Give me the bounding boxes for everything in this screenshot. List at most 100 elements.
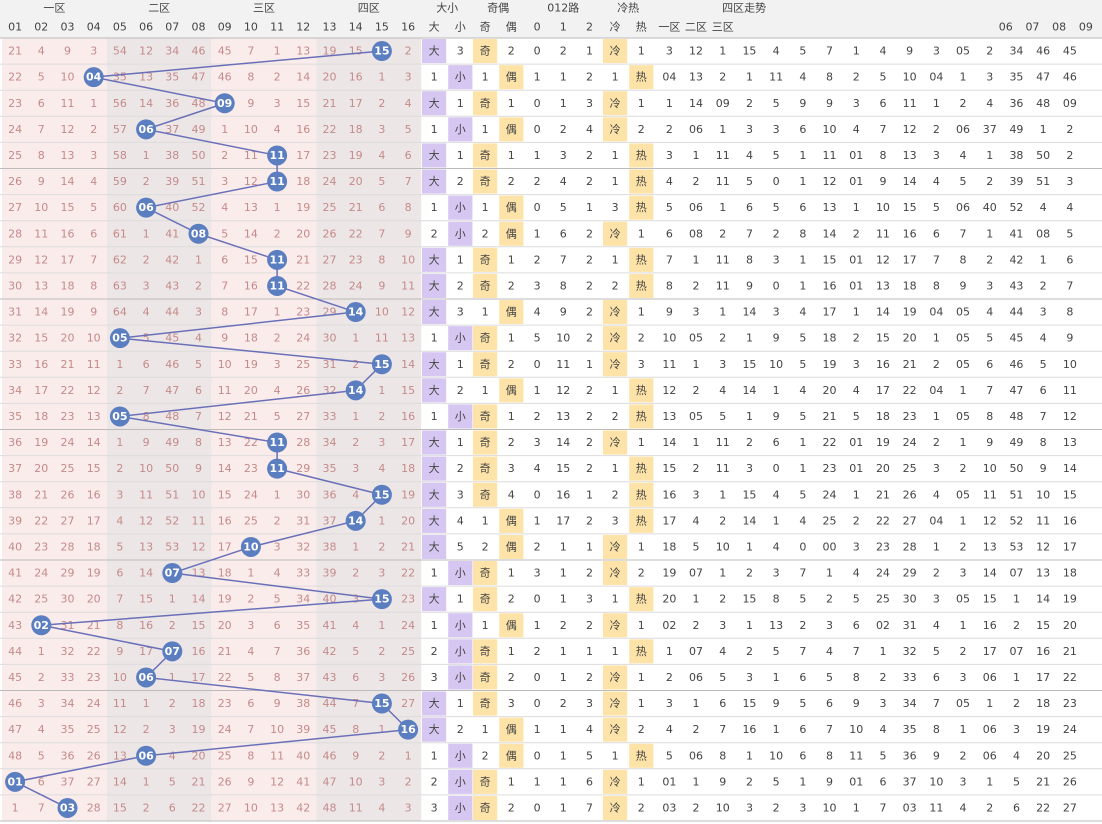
miss-cell: 22 (296, 279, 310, 292)
trend-cell: 6 (933, 227, 940, 240)
oddeven-cell: 奇 (480, 436, 491, 449)
bigsmall-cell: 1 (457, 593, 464, 606)
bigsmall-cell: 1 (457, 253, 464, 266)
trend-cell: 4 (1066, 201, 1073, 214)
trend-cell: 01 (849, 462, 863, 475)
trend-cell: 37 (903, 775, 917, 788)
miss-cell: 12 (270, 775, 284, 788)
miss-cell: 2 (195, 279, 202, 292)
number-header: 11 (270, 21, 284, 34)
trend-cell: 6 (746, 201, 753, 214)
miss-cell: 45 (323, 723, 337, 736)
trend-cell: 21 (903, 358, 917, 371)
miss-cell: 13 (87, 410, 101, 423)
oddeven-cell: 2 (482, 540, 489, 553)
miss-cell: 35 (323, 462, 337, 475)
trend-cell: 2 (693, 175, 700, 188)
trend-cell: 4 (826, 645, 833, 658)
trend-cell: 08 (1036, 227, 1050, 240)
coldhot-cell: 3 (612, 514, 619, 527)
trend-cell: 3 (746, 462, 753, 475)
road-cell: 10 (556, 332, 570, 345)
trend-cell: 18 (1036, 697, 1050, 710)
bigsmall-cell: 大 (429, 148, 440, 162)
trend-cell: 19 (1036, 723, 1050, 736)
drawn-number-label: 15 (374, 488, 389, 501)
miss-cell: 20 (401, 514, 415, 527)
miss-cell: 24 (244, 488, 258, 501)
trend-cell: 5 (986, 332, 993, 345)
miss-cell: 17 (61, 253, 75, 266)
coldhot-tag-bg (603, 769, 628, 794)
miss-cell: 20 (244, 384, 258, 397)
trend-cell: 10 (983, 462, 997, 475)
bigsmall-cell: 5 (457, 540, 464, 553)
drawn-number-ball (83, 67, 104, 88)
trend-cell: 05 (956, 306, 970, 319)
road-cell: 1 (560, 593, 567, 606)
oddeven-tag-bg (473, 691, 498, 716)
trend-cell: 11 (716, 462, 730, 475)
trend-cell: 1 (853, 488, 860, 501)
bigsmall-tag-bg (448, 795, 473, 820)
miss-cell: 8 (247, 71, 254, 84)
road-cell: 0 (534, 123, 541, 136)
miss-cell: 30 (61, 593, 75, 606)
trend-cell: 02 (876, 619, 890, 632)
trend-cell: 3 (666, 149, 673, 162)
miss-cell: 11 (349, 801, 363, 814)
trend-cell: 7 (746, 227, 753, 240)
miss-cell: 7 (274, 645, 281, 658)
trend-cell: 05 (689, 410, 703, 423)
trend-cell: 06 (689, 671, 703, 684)
bigsmall-cell: 小 (455, 71, 466, 84)
miss-cell: 37 (8, 462, 22, 475)
miss-cell: 60 (113, 201, 127, 214)
miss-cell: 2 (274, 71, 281, 84)
coldhot-cell: 3 (638, 358, 645, 371)
miss-cell: 28 (87, 801, 101, 814)
miss-cell: 1 (116, 436, 123, 449)
miss-cell: 8 (195, 436, 202, 449)
miss-cell: 22 (8, 71, 22, 84)
coldhot-cell: 冷 (610, 123, 621, 136)
miss-cell: 25 (8, 149, 22, 162)
miss-cell: 13 (34, 279, 48, 292)
drawn-number-label: 03 (60, 801, 75, 814)
trend-cell: 16 (983, 619, 997, 632)
number-header: 01 (8, 21, 22, 34)
miss-cell: 34 (61, 697, 75, 710)
miss-cell: 1 (221, 123, 228, 136)
miss-cell: 2 (274, 514, 281, 527)
trend-cell: 5 (1040, 358, 1047, 371)
trend-zone-header: 二区 (685, 21, 707, 34)
trend-cell: 08 (689, 227, 703, 240)
road-cell: 6 (586, 775, 593, 788)
trend-cell: 5 (853, 593, 860, 606)
trend-cell: 9 (773, 697, 780, 710)
road-cell: 2 (586, 175, 593, 188)
miss-cell: 4 (352, 488, 359, 501)
miss-cell: 3 (378, 671, 385, 684)
trend-cell: 4 (1040, 201, 1047, 214)
bigsmall-tag-bg (422, 91, 447, 116)
miss-cell: 12 (139, 514, 153, 527)
miss-cell: 3 (274, 540, 281, 553)
trend-cell: 6 (1013, 801, 1020, 814)
oddeven-tag-bg (473, 352, 498, 377)
bigsmall-tag-bg (448, 665, 473, 690)
trend-cell: 07 (1009, 567, 1023, 580)
miss-cell: 12 (139, 45, 153, 58)
miss-cell: 20 (323, 71, 337, 84)
trend-cell: 11 (849, 749, 863, 762)
oddeven-cell: 2 (508, 671, 515, 684)
road-cell: 0 (534, 358, 541, 371)
trend-cell: 5 (799, 332, 806, 345)
trend-cell: 2 (693, 619, 700, 632)
trend-cell: 35 (1009, 71, 1023, 84)
group-header-trend: 四区走势 (722, 2, 766, 15)
miss-cell: 10 (34, 201, 48, 214)
miss-cell: 34 (323, 436, 337, 449)
miss-cell: 1 (38, 645, 45, 658)
miss-cell: 10 (401, 253, 415, 266)
